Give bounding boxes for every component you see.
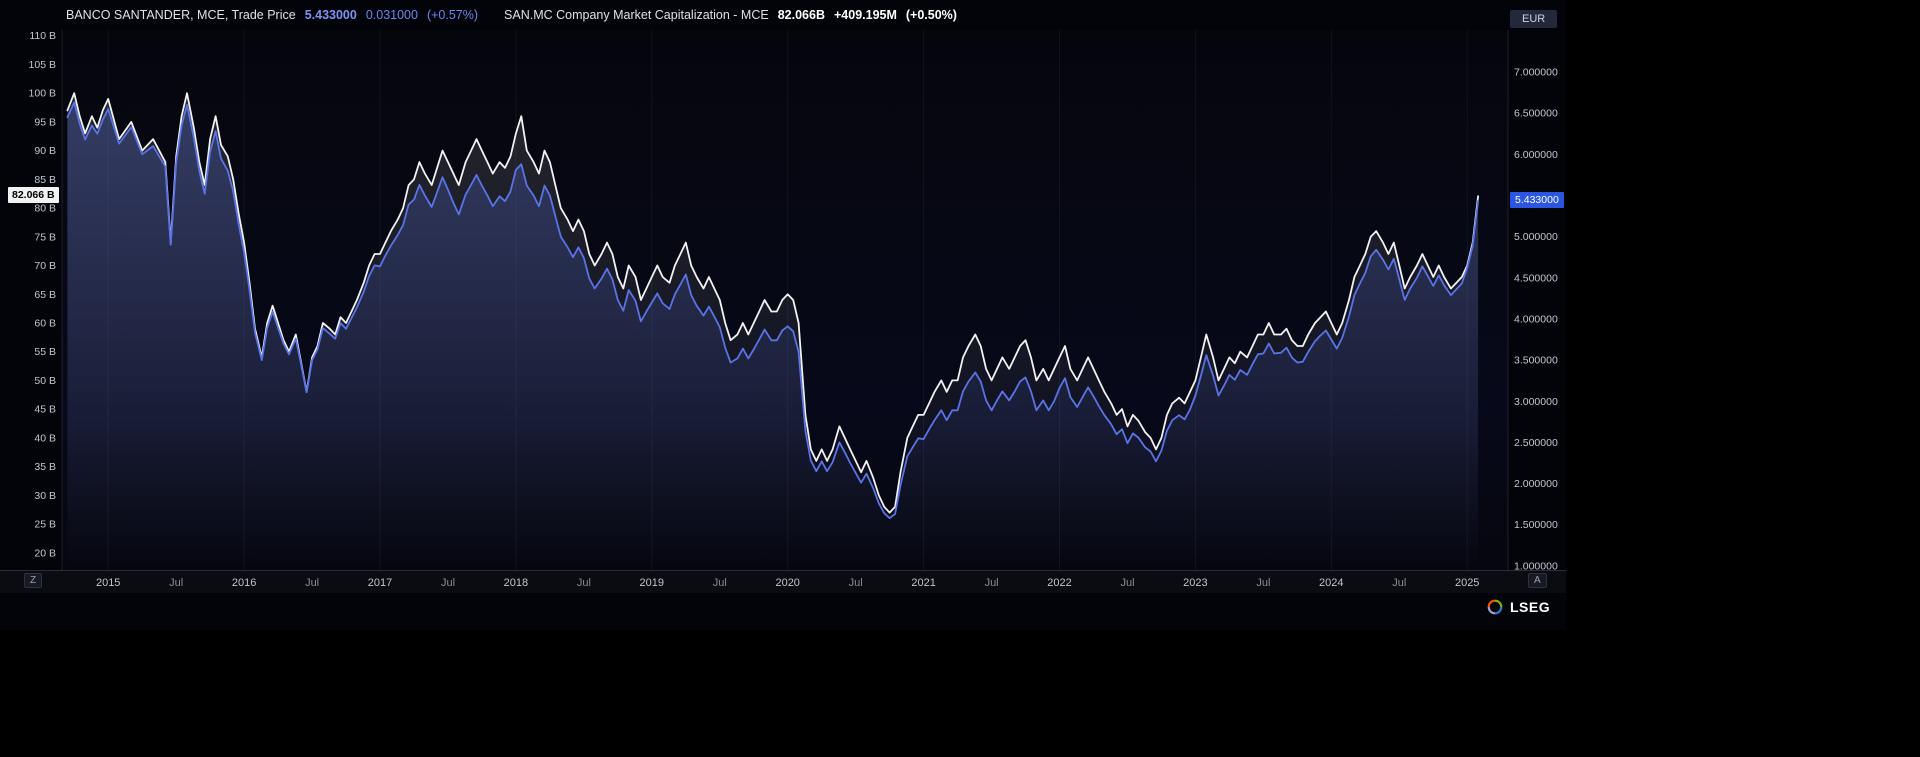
left-axis-tick-label: 50 B (34, 375, 56, 387)
time-axis-strip (0, 570, 1566, 593)
legend-trade-price[interactable]: BANCO SANTANDER, MCE, Trade Price 5.4330… (66, 8, 478, 22)
market-cap-change-pct: (+0.50%) (905, 8, 957, 22)
market-cap-change: +409.195M (833, 8, 897, 22)
x-axis-tick-label: 2023 (1183, 577, 1207, 589)
market-cap-value: 82.066B (777, 8, 825, 22)
right-axis-tick-label: 2.000000 (1514, 478, 1558, 490)
right-axis-tick-label: 4.000000 (1514, 313, 1558, 325)
chart-plot-svg[interactable]: 110 B 105 B 100 B 95 B 90 B 85 B 80 B 75 B 70 B 6… (0, 0, 1566, 624)
right-axis-tick-label: 5.000000 (1514, 231, 1558, 243)
left-axis-tick-label: 75 B (34, 231, 56, 243)
x-axis-tick-label: Jul (1120, 577, 1134, 589)
right-axis-tick-label: 2.500000 (1514, 437, 1558, 449)
x-axis-tick-label: 2016 (232, 577, 256, 589)
chart-header: BANCO SANTANDER, MCE, Trade Price 5.4330… (66, 8, 957, 22)
x-axis-tick-label: Jul (1392, 577, 1406, 589)
left-axis-tick-label: 105 B (29, 59, 56, 71)
left-axis-tick-label: 80 B (34, 203, 56, 215)
zoom-reset-button[interactable]: Z (24, 573, 43, 588)
left-axis-tick-label: 60 B (34, 318, 56, 330)
right-axis-tick-label: 3.000000 (1514, 396, 1558, 408)
x-axis-tick-label: 2020 (775, 577, 799, 589)
x-axis-tick-label: 2024 (1319, 577, 1343, 589)
x-axis-tick-label: Jul (1256, 577, 1270, 589)
left-axis-tick-label: 110 B (29, 30, 56, 42)
left-axis-tick-label: 25 B (34, 519, 56, 531)
market-cap-current-badge: 82.066 B (8, 187, 59, 203)
x-axis-tick-label: 2017 (368, 577, 392, 589)
left-axis-tick-label: 40 B (34, 432, 56, 444)
left-axis-tick-label: 35 B (34, 461, 56, 473)
trade-price-title: BANCO SANTANDER, MCE, Trade Price (66, 8, 296, 22)
right-axis-tick-label: 3.500000 (1514, 355, 1558, 367)
left-axis-tick-label: 95 B (34, 116, 56, 128)
lseg-logo-icon (1486, 598, 1504, 616)
right-axis-tick-label: 7.000000 (1514, 67, 1558, 79)
trade-price-change: 0.031000 (365, 8, 418, 22)
right-axis-tick-label: 6.500000 (1514, 108, 1558, 120)
left-axis-tick-label: 30 B (34, 490, 56, 502)
x-axis-tick-label: Jul (441, 577, 455, 589)
axis-currency-button[interactable]: EUR (1510, 10, 1558, 28)
x-axis-tick-label: 2015 (96, 577, 120, 589)
right-axis-tick-label: 4.500000 (1514, 272, 1558, 284)
x-axis-tick-label: 2022 (1047, 577, 1071, 589)
left-axis-tick-label: 55 B (34, 346, 56, 358)
left-axis-tick-label: 65 B (34, 289, 56, 301)
x-axis-tick-label: 2021 (911, 577, 935, 589)
lseg-logo-text: LSEG (1510, 599, 1551, 615)
x-axis-tick-label: Jul (985, 577, 999, 589)
right-axis-tick-label: 6.000000 (1514, 149, 1558, 161)
x-axis-tick-label: 2025 (1455, 577, 1479, 589)
left-axis-tick-label: 90 B (34, 145, 56, 157)
x-axis-tick-label: 2019 (640, 577, 664, 589)
legend-market-cap[interactable]: SAN.MC Company Market Capitalization - M… (504, 8, 957, 22)
right-axis-tick-label: 1.000000 (1514, 560, 1558, 572)
left-axis-tick-label: 100 B (29, 88, 56, 100)
x-axis-tick-label: Jul (305, 577, 319, 589)
trade-price-change-pct: (+0.57%) (426, 8, 479, 22)
right-axis-tick-label: 1.500000 (1514, 519, 1558, 531)
chart-panel: 110 B 105 B 100 B 95 B 90 B 85 B 80 B 75 B 70 B 6… (0, 0, 1566, 624)
x-axis-tick-label: 2018 (504, 577, 528, 589)
trade-price-area (67, 102, 1479, 571)
left-axis-tick-label: 70 B (34, 260, 56, 272)
price-current-badge: 5.433000 (1510, 192, 1564, 208)
market-cap-title: SAN.MC Company Market Capitalization - M… (504, 8, 769, 22)
x-axis-tick-label: Jul (713, 577, 727, 589)
auto-scale-button[interactable]: A (1528, 573, 1547, 588)
left-axis-tick-label: 85 B (34, 174, 56, 186)
trade-price-line (66, 101, 1479, 519)
lseg-logo: LSEG (1486, 598, 1550, 616)
left-axis-tick-label: 45 B (34, 404, 56, 416)
left-axis-tick-label: 20 B (34, 547, 56, 559)
x-axis-tick-label: Jul (169, 577, 183, 589)
x-axis-tick-label: Jul (849, 577, 863, 589)
market-cap-line (66, 92, 1479, 514)
trade-price-last: 5.433000 (304, 8, 357, 22)
x-axis-tick-label: Jul (577, 577, 591, 589)
